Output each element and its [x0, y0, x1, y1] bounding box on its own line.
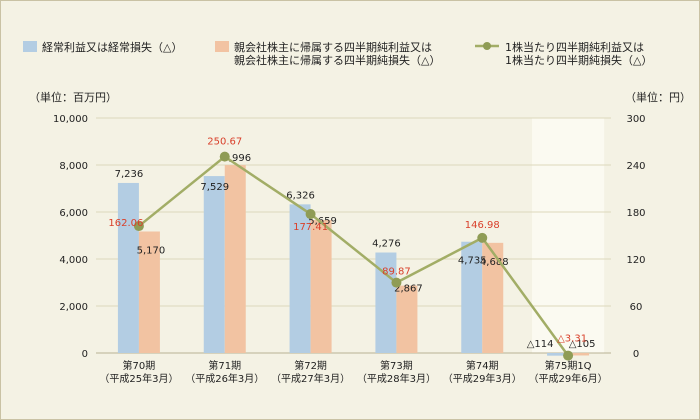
x-tick-label-date: （平成27年3月）: [271, 372, 350, 385]
x-tick-label-period: 第75期1Q: [545, 359, 592, 372]
y-left-tick-label: 6,000: [59, 208, 88, 219]
point-eps: [391, 277, 402, 288]
bar-label-ordinary-income: 4,735: [458, 256, 487, 267]
x-tick-label-period: 第74期: [466, 359, 499, 372]
legend-marker-eps: [483, 42, 491, 50]
bar-label-net-income: 2,867: [394, 284, 423, 295]
line-eps: [138, 155, 570, 357]
bar-ordinary-income: [203, 176, 225, 353]
bar-net-income: [396, 285, 418, 353]
legend-label-net-income-line2: 親会社株主に帰属する四半期純損失（△）: [234, 53, 440, 67]
x-tick-label-date: （平成26年3月）: [185, 372, 264, 385]
point-eps: [133, 221, 144, 232]
x-tick-label-date: （平成25年3月）: [99, 372, 178, 385]
bar-ordinary-income: [461, 241, 483, 353]
y-left-tick-label: 2,000: [59, 302, 88, 313]
y-right-tick-label: 240: [626, 161, 645, 172]
x-tick-label-period: 第71期: [208, 359, 241, 372]
bar-label-net-income: △105: [569, 339, 596, 350]
bar-label-net-income: 5,659: [308, 216, 337, 227]
bar-label-ordinary-income: △114: [527, 339, 554, 350]
legend-swatch-ordinary-income: [23, 41, 37, 52]
legend-label-net-income-line1: 親会社株主に帰属する四半期純利益又は: [234, 40, 432, 54]
y-right-tick-label: 180: [626, 208, 645, 219]
y-left-tick-label: 0: [82, 349, 88, 360]
point-eps: [563, 350, 574, 361]
y-right-tick-label: 60: [630, 302, 643, 313]
x-tick-label-date: （平成29年6月）: [529, 372, 608, 385]
legend: 経常利益又は経常損失（△） 親会社株主に帰属する四半期純利益又は 親会社株主に帰…: [23, 40, 652, 67]
bar-ordinary-income: [117, 182, 139, 353]
bar-label-net-income: 5,170: [137, 246, 166, 257]
legend-label-eps-line2: 1株当たり四半期純損失（△）: [505, 53, 652, 67]
point-eps: [477, 232, 488, 243]
bar-net-income: [482, 242, 504, 353]
point-eps: [219, 151, 230, 162]
x-tick-label-period: 第72期: [294, 359, 327, 372]
bar-label-ordinary-income: 7,529: [200, 182, 229, 193]
bar-label-net-income: 7,996: [222, 153, 251, 164]
bar-ordinary-income: [547, 353, 569, 356]
bar-net-income: [568, 353, 590, 356]
plot-area: 0 2,000 4,000 6,000 8,000 10,000 0 60 120 180 240 3…: [53, 114, 646, 385]
y-axis-left-label: （単位：百万円）: [29, 90, 117, 104]
y-right-tick-label: 300: [626, 114, 645, 125]
highlight-column: [532, 118, 605, 353]
x-tick-label-date: （平成29年3月）: [443, 372, 522, 385]
legend-swatch-net-income: [215, 41, 229, 52]
y-left-tick-label: 4,000: [59, 255, 88, 266]
point-label-eps: 89.87: [382, 267, 411, 278]
x-tick-label-date: （平成28年3月）: [357, 372, 436, 385]
y-axis-right-label: （単位：円）: [625, 90, 691, 104]
legend-label-eps-line1: 1株当たり四半期純利益又は: [505, 40, 644, 54]
bar-net-income: [224, 165, 246, 353]
point-label-eps: 162.06: [108, 218, 143, 229]
y-left-tick-label: 10,000: [53, 114, 88, 125]
bar-label-net-income: 4,688: [480, 257, 509, 268]
bar-net-income: [138, 231, 160, 353]
point-eps: [305, 209, 316, 220]
y-right-tick-label: 120: [626, 255, 645, 266]
point-label-eps: 177.41: [293, 222, 328, 233]
y-right-tick-label: 0: [633, 349, 639, 360]
bar-label-ordinary-income: 7,236: [115, 169, 144, 180]
point-label-eps: △3.31: [557, 334, 587, 345]
point-label-eps: 146.98: [465, 220, 500, 231]
legend-label-ordinary-income: 経常利益又は経常損失（△）: [42, 40, 182, 54]
x-tick-label-period: 第70期: [123, 359, 156, 372]
bar-ordinary-income: [289, 204, 311, 353]
x-tick-label-period: 第73期: [380, 359, 413, 372]
point-label-eps: 250.67: [207, 137, 242, 148]
y-left-tick-label: 8,000: [59, 161, 88, 172]
bar-net-income: [310, 220, 332, 353]
bar-label-ordinary-income: 4,276: [372, 239, 401, 250]
bar-label-ordinary-income: 6,326: [286, 190, 315, 201]
